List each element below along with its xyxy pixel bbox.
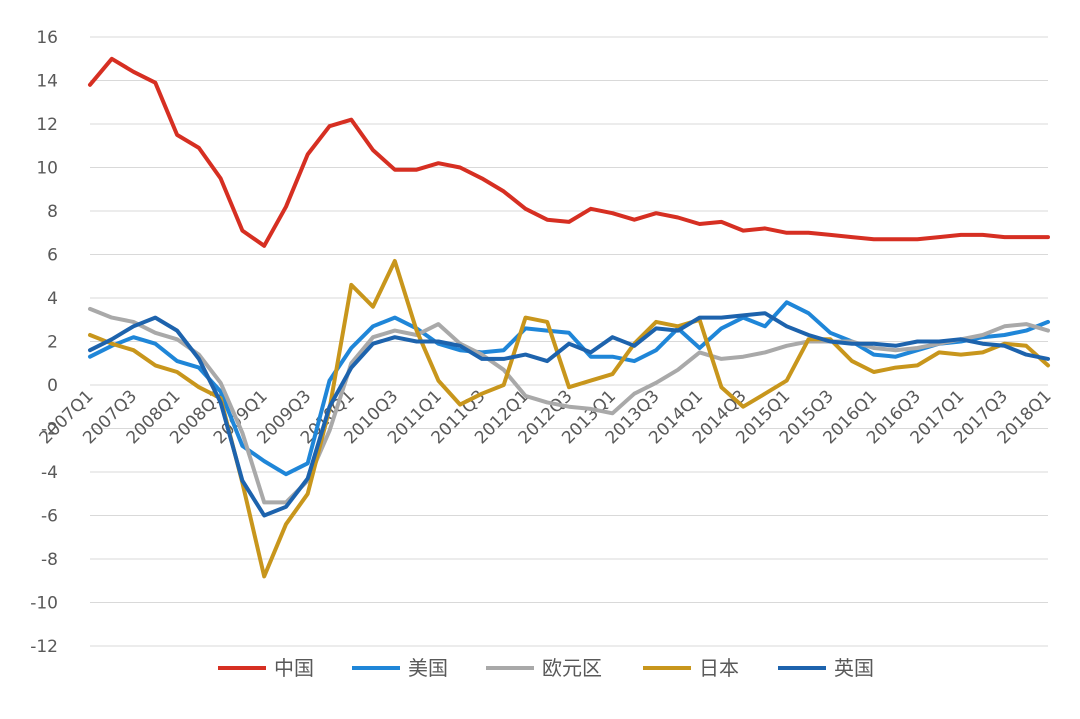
y-tick-label: -12 [30, 637, 58, 657]
y-tick-label: 16 [36, 28, 58, 48]
y-tick-label: 2 [47, 333, 58, 353]
y-tick-label: -10 [30, 594, 58, 614]
y-tick-label: -8 [41, 550, 58, 570]
y-tick-label: 6 [47, 246, 58, 266]
y-axis-ticks: 16 14 12 10 8 6 4 2 0 -2 -4 -6 -8 -10 -12 [30, 28, 58, 657]
y-tick-label: -4 [41, 463, 58, 483]
x-axis-ticks: 2007Q12007Q32008Q12008Q32009Q12009Q32010… [36, 386, 1056, 448]
y-tick-label: 0 [47, 376, 58, 396]
legend-label: 英国 [834, 656, 874, 680]
gridlines [90, 36, 1048, 647]
series-line-日本 [88, 259, 1050, 579]
series-line-英国 [88, 311, 1050, 518]
legend-label: 美国 [408, 656, 448, 680]
legend: 中国 美国 欧元区 日本 英国 [218, 656, 874, 680]
legend-label: 欧元区 [542, 656, 602, 680]
y-tick-label: 4 [47, 289, 58, 309]
series-line-欧元区 [88, 306, 1050, 505]
y-tick-label: 8 [47, 202, 58, 222]
series-lines [88, 56, 1050, 579]
y-tick-label: -2 [41, 420, 58, 440]
y-tick-label: -6 [41, 507, 58, 527]
y-tick-label: 10 [36, 159, 58, 179]
y-tick-label: 14 [36, 72, 58, 92]
series-line-中国 [88, 56, 1050, 248]
legend-label: 日本 [699, 656, 739, 680]
y-tick-label: 12 [36, 115, 58, 135]
legend-label: 中国 [274, 656, 314, 680]
